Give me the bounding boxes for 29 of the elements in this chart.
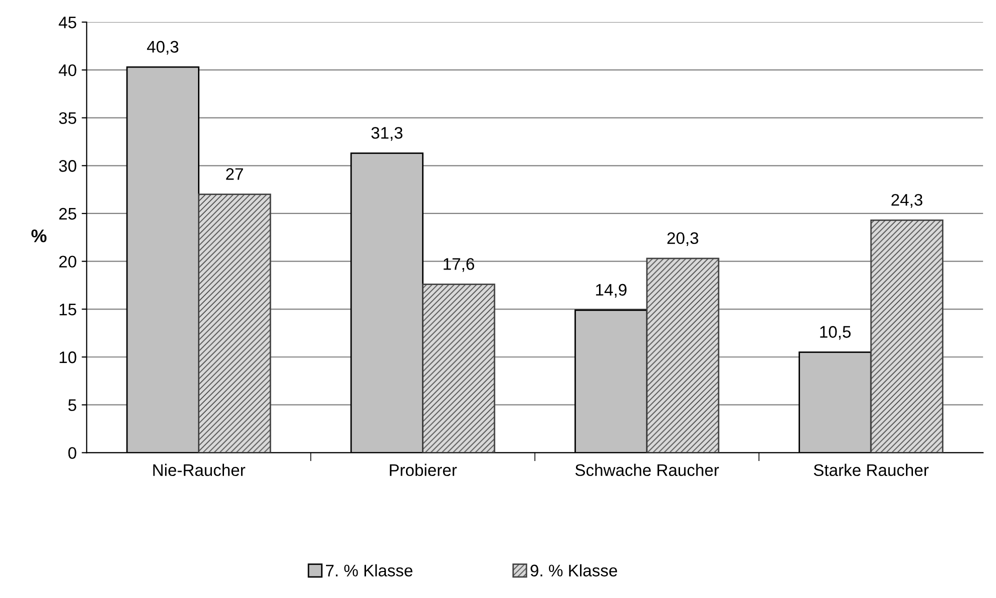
y-tick-label: 5 — [68, 399, 76, 412]
data-label: 17,6 — [444, 258, 474, 272]
bar — [198, 194, 272, 453]
x-tick-label: Probierer — [390, 464, 457, 476]
y-tick-label: 25 — [59, 208, 76, 220]
data-label: 31,3 — [371, 127, 402, 141]
bar — [870, 219, 944, 453]
y-tick-label: 45 — [58, 16, 76, 28]
data-label: 20,3 — [667, 232, 698, 246]
x-tick-label: Starke Raucher — [814, 464, 929, 476]
data-label: 14,9 — [596, 284, 626, 298]
legend-label: 9. % Klasse — [530, 564, 618, 576]
y-tick-label: 10 — [60, 351, 76, 364]
data-label: 40,3 — [147, 40, 178, 55]
x-tick-label: Nie-Raucher — [153, 464, 246, 476]
bar — [422, 284, 496, 453]
y-tick-label: 35 — [59, 112, 76, 124]
y-tick-label: 30 — [59, 160, 76, 172]
y-tick-label: 15 — [60, 304, 76, 316]
y-tick-label: 40 — [58, 64, 76, 76]
data-label: 27 — [226, 168, 243, 180]
legend-label: 7. % Klasse — [326, 564, 412, 576]
data-label: 10,5 — [820, 326, 851, 340]
y-tick-label: 0 — [68, 447, 76, 459]
data-label: 24,3 — [891, 194, 922, 208]
bar — [646, 258, 720, 453]
y-axis-title: % — [31, 230, 46, 242]
x-tick-label: Schwache Raucher — [575, 464, 719, 476]
y-tick-label: 20 — [59, 256, 76, 268]
